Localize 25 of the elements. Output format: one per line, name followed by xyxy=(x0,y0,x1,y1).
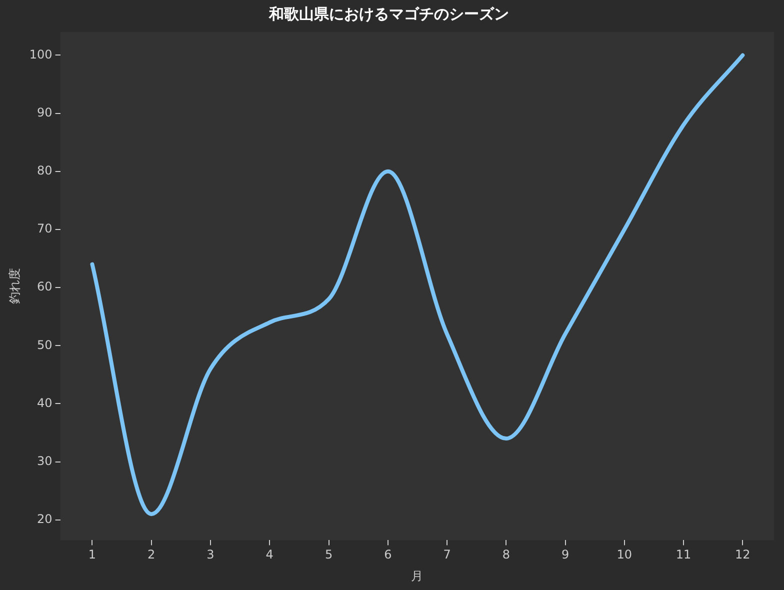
x-tick-label: 8 xyxy=(502,548,510,562)
x-axis-title: 月 xyxy=(411,568,424,583)
y-tick-label: 30 xyxy=(37,454,52,468)
x-tick-label: 5 xyxy=(324,548,333,562)
y-tick-label: 80 xyxy=(37,164,52,178)
x-tick-label: 11 xyxy=(676,548,692,562)
y-tick-label: 70 xyxy=(37,222,52,236)
x-tick-label: 12 xyxy=(735,548,750,562)
y-tick-label: 90 xyxy=(37,105,52,120)
x-tick-label: 9 xyxy=(561,548,570,562)
y-tick-label: 50 xyxy=(37,338,52,352)
y-tick-label: 20 xyxy=(37,512,52,526)
x-tick-label: 3 xyxy=(206,548,214,562)
line-series xyxy=(90,53,745,516)
y-tick-label: 100 xyxy=(29,47,52,62)
x-tick-label: 7 xyxy=(443,548,451,562)
x-tick-label: 10 xyxy=(616,548,632,562)
x-tick-label: 6 xyxy=(384,548,392,562)
y-tick-label: 40 xyxy=(37,396,52,410)
y-axis-title: 釣れ度 xyxy=(7,268,22,304)
x-tick-label: 2 xyxy=(148,548,156,562)
chart-title: 和歌山県におけるマゴチのシーズン xyxy=(268,4,509,23)
y-tick-label: 60 xyxy=(37,280,52,294)
x-tick-label: 4 xyxy=(266,548,274,562)
x-tick-label: 1 xyxy=(88,548,96,562)
